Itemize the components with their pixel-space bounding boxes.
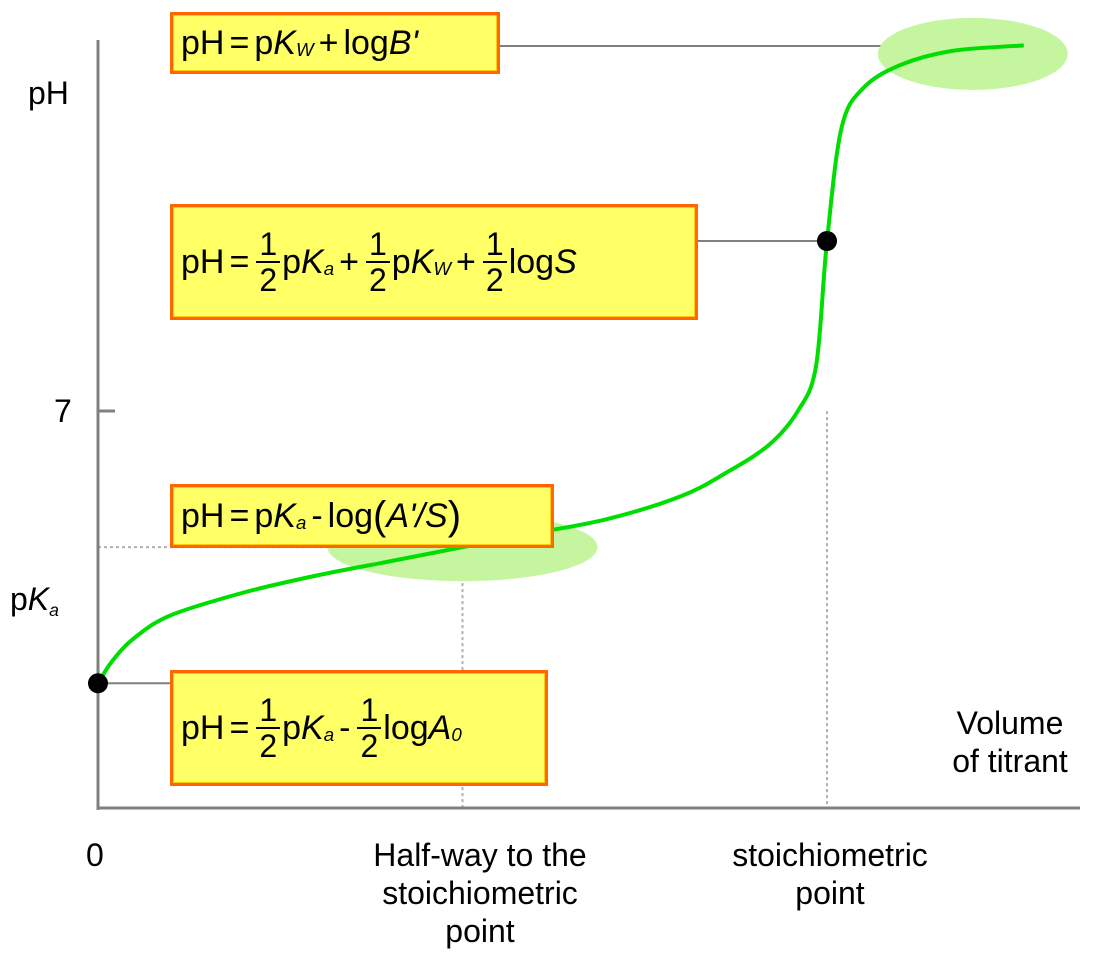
stoich-label-line1: stoichiometric	[732, 837, 928, 873]
eq-start-frac-1-num: 1	[256, 693, 281, 729]
eq-top-ph: pH	[181, 23, 225, 62]
stoich-label-line2: point	[795, 875, 865, 911]
y-tick-label-7: 7	[54, 393, 72, 429]
x-tick-label-half: Half-way to the stoichiometric point	[320, 836, 640, 950]
eq-start-minus: -	[339, 708, 351, 747]
eq-mid-frac-1-num: 1	[256, 227, 281, 263]
titration-curve-layer	[96, 43, 1024, 685]
eq-half-p: p	[254, 496, 274, 535]
eq-mid-plus-2: +	[456, 242, 476, 281]
eq-mid-log: log	[508, 242, 555, 281]
half-label-line3: point	[445, 913, 515, 949]
eq-top-p: p	[254, 23, 274, 62]
half-label-line1: Half-way to the	[373, 837, 587, 873]
eq-half-a-prime: A'	[386, 496, 416, 535]
eq-top-w: W	[295, 38, 314, 60]
eq-start-frac-2-den: 2	[360, 728, 379, 764]
eq-start-p: p	[282, 708, 302, 747]
eq-half-rparen: )	[447, 493, 462, 538]
eq-mid-plus-1: +	[339, 242, 359, 281]
eq-start-log: log	[383, 708, 429, 747]
eq-start-k: K	[301, 708, 324, 747]
eq-half-a: a	[295, 511, 307, 533]
eq-mid-frac-2-num: 1	[366, 227, 390, 263]
eq-mid-a: a	[323, 257, 335, 279]
eq-half-k: K	[273, 496, 296, 535]
eq-half-minus: -	[311, 496, 323, 535]
pka-k: K	[27, 581, 50, 617]
eq-mid-s: S	[554, 242, 577, 281]
pka-a: a	[49, 600, 59, 621]
end-region-highlight	[877, 17, 1068, 90]
eq-start-a: a	[323, 723, 335, 745]
eq-mid-ph: pH	[181, 242, 225, 281]
eq-start-frac-1-den: 2	[259, 728, 278, 764]
eq-mid-frac-1-den: 2	[259, 262, 278, 298]
eq-mid-frac-3-num: 1	[482, 227, 507, 263]
eq-start-frac-2-num: 1	[357, 693, 382, 729]
eq-top-log: log	[343, 23, 389, 62]
stoichiometric-point	[817, 231, 837, 251]
y-axis-label: pH	[28, 75, 69, 111]
eq-half-log: log	[327, 496, 374, 535]
eq-mid-w: W	[433, 257, 452, 279]
x-axis-label-line2: of titrant	[952, 743, 1068, 779]
titration-curve	[96, 43, 1024, 685]
eq-mid-equals: =	[229, 242, 250, 281]
eq-mid-k2: K	[410, 242, 434, 281]
eq-mid-frac-2-den: 2	[369, 262, 387, 298]
eq-top-equals: =	[229, 23, 250, 62]
eq-half-equals: =	[229, 496, 250, 535]
eq-half-lparen: (	[373, 493, 387, 538]
eq-half-slash: /	[415, 496, 425, 535]
eq-mid-frac-3-den: 2	[485, 262, 504, 298]
eq-top-b: B'	[388, 23, 418, 62]
x-tick-label-stoich: stoichiometric point	[680, 836, 980, 912]
eq-half-ph: pH	[181, 496, 225, 535]
eq-start-zero: 0	[451, 723, 462, 745]
y-tick-label-pka: pKa	[10, 580, 59, 623]
eq-half-s: S	[425, 496, 448, 535]
eq-top-k: K	[273, 23, 296, 62]
data-points	[88, 231, 837, 694]
x-axis-label-line1: Volume	[956, 705, 1064, 741]
eq-mid-p1: p	[282, 242, 302, 281]
pka-p: p	[10, 581, 28, 617]
initial-point	[88, 673, 108, 694]
x-tick-label-zero: 0	[86, 837, 104, 873]
eq-start-ph: pH	[181, 708, 225, 747]
x-axis-label: Volume of titrant	[930, 704, 1090, 780]
eq-start-equals: =	[229, 708, 250, 747]
eq-mid-p2: p	[391, 242, 411, 281]
eq-mid-k1: K	[301, 242, 324, 281]
eq-start-a0: A	[428, 708, 452, 747]
eq-top-plus: +	[318, 23, 339, 62]
half-label-line2: stoichiometric	[382, 875, 578, 911]
